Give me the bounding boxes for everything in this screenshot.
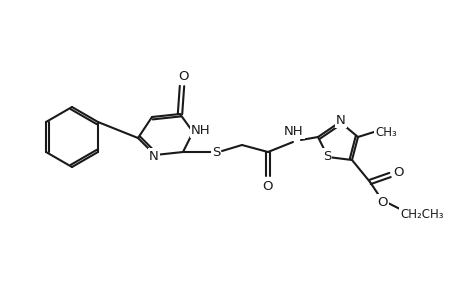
Text: S: S	[211, 146, 220, 158]
Text: O: O	[393, 167, 403, 179]
Text: NH: NH	[284, 124, 303, 137]
Text: NH: NH	[191, 124, 210, 136]
Text: N: N	[336, 113, 345, 127]
Text: O: O	[262, 179, 273, 193]
Text: CH₃: CH₃	[374, 125, 396, 139]
Text: N: N	[149, 149, 158, 163]
Text: S: S	[322, 149, 330, 163]
Text: CH₂CH₃: CH₂CH₃	[399, 208, 443, 220]
Text: O: O	[179, 70, 189, 83]
Text: O: O	[377, 196, 387, 208]
